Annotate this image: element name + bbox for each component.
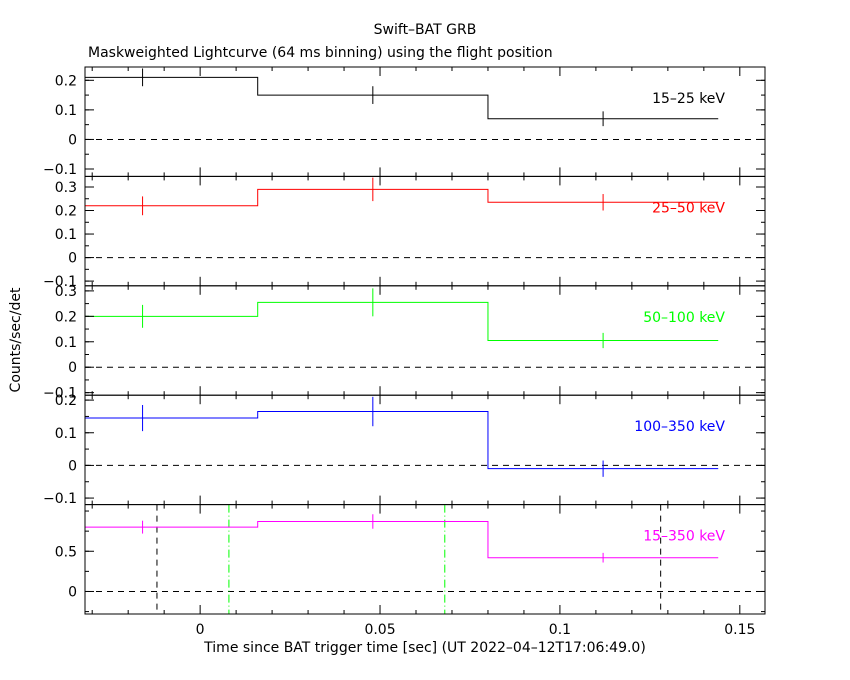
- x-tick-label: 0: [196, 622, 205, 638]
- panel-energy-label: 25–50 keV: [652, 200, 725, 216]
- y-tick-label: 0: [68, 584, 77, 600]
- panel-frame: [84, 504, 766, 615]
- y-tick-label: −0.1: [43, 274, 77, 290]
- y-tick-label: 0.5: [55, 544, 77, 560]
- y-tick-label: 0.2: [55, 204, 77, 220]
- lightcurve-step: [85, 301, 719, 341]
- lightcurve-step: [85, 188, 719, 207]
- y-tick-label: 0: [68, 458, 77, 474]
- y-tick-label: −0.1: [43, 162, 77, 178]
- y-tick-label: 0.1: [55, 227, 77, 243]
- y-tick-label: 0.2: [55, 73, 77, 89]
- x-tick-label: 0.1: [549, 622, 571, 638]
- y-tick-label: 0.3: [55, 180, 77, 196]
- lightcurve-step: [85, 520, 719, 559]
- lightcurve-step: [85, 411, 719, 470]
- chart-title: Swift–BAT GRB: [373, 22, 477, 38]
- y-tick-label: 0.1: [55, 426, 77, 442]
- panel-frame: [84, 175, 766, 287]
- y-tick-label: 0: [68, 132, 77, 148]
- lightcurve-step: [85, 76, 719, 120]
- panel-energy-label: 50–100 keV: [643, 310, 725, 326]
- panel-energy-label: 100–350 keV: [634, 419, 725, 435]
- y-tick-label: 0.2: [55, 393, 77, 409]
- panel-energy-label: 15–350 keV: [643, 529, 725, 545]
- y-tick-label: 0.1: [55, 335, 77, 351]
- x-axis-label: Time since BAT trigger time [sec] (UT 20…: [204, 640, 646, 656]
- panel-energy-label: 15–25 keV: [652, 91, 725, 107]
- y-tick-label: 0.1: [55, 103, 77, 119]
- y-axis-label: Counts/sec/det: [8, 287, 24, 393]
- y-tick-label: 0: [68, 360, 77, 376]
- y-tick-label: 0.2: [55, 309, 77, 325]
- panel-frame: [84, 66, 766, 177]
- y-tick-label: −0.1: [43, 386, 77, 402]
- y-tick-label: 0.3: [55, 284, 77, 300]
- y-tick-label: 0: [68, 251, 77, 267]
- x-tick-label: 0.15: [724, 622, 755, 638]
- y-tick-label: −0.1: [43, 491, 77, 507]
- x-tick-label: 0.05: [364, 622, 395, 638]
- chart-subtitle: Maskweighted Lightcurve (64 ms binning) …: [88, 45, 553, 61]
